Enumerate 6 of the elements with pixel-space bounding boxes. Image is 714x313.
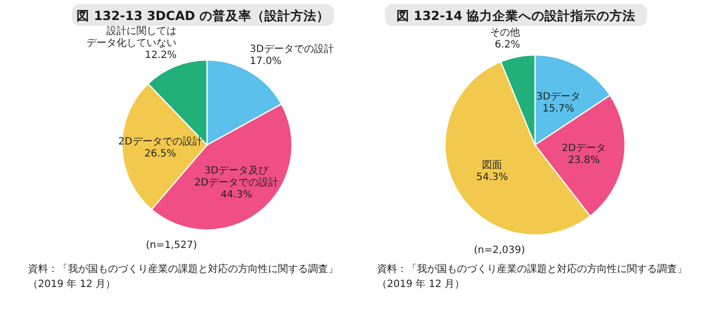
annotation: (n=1,527) <box>146 240 197 251</box>
title: 図 132-14 協力企業への設計指示の方法 <box>396 8 636 23</box>
annotation: 資料：「我が国ものづくり産業の課題と対応の方向性に関する調査」（2019 年 12 月） <box>28 262 339 292</box>
annotation: 資料：「我が国ものづくり産業の課題と対応の方向性に関する調査」（2019 年 12 月） <box>377 262 688 292</box>
annotation: (n=2,039) <box>474 245 525 256</box>
title: 図 132-13 3DCAD の普及率（設計方法） <box>76 8 330 23</box>
